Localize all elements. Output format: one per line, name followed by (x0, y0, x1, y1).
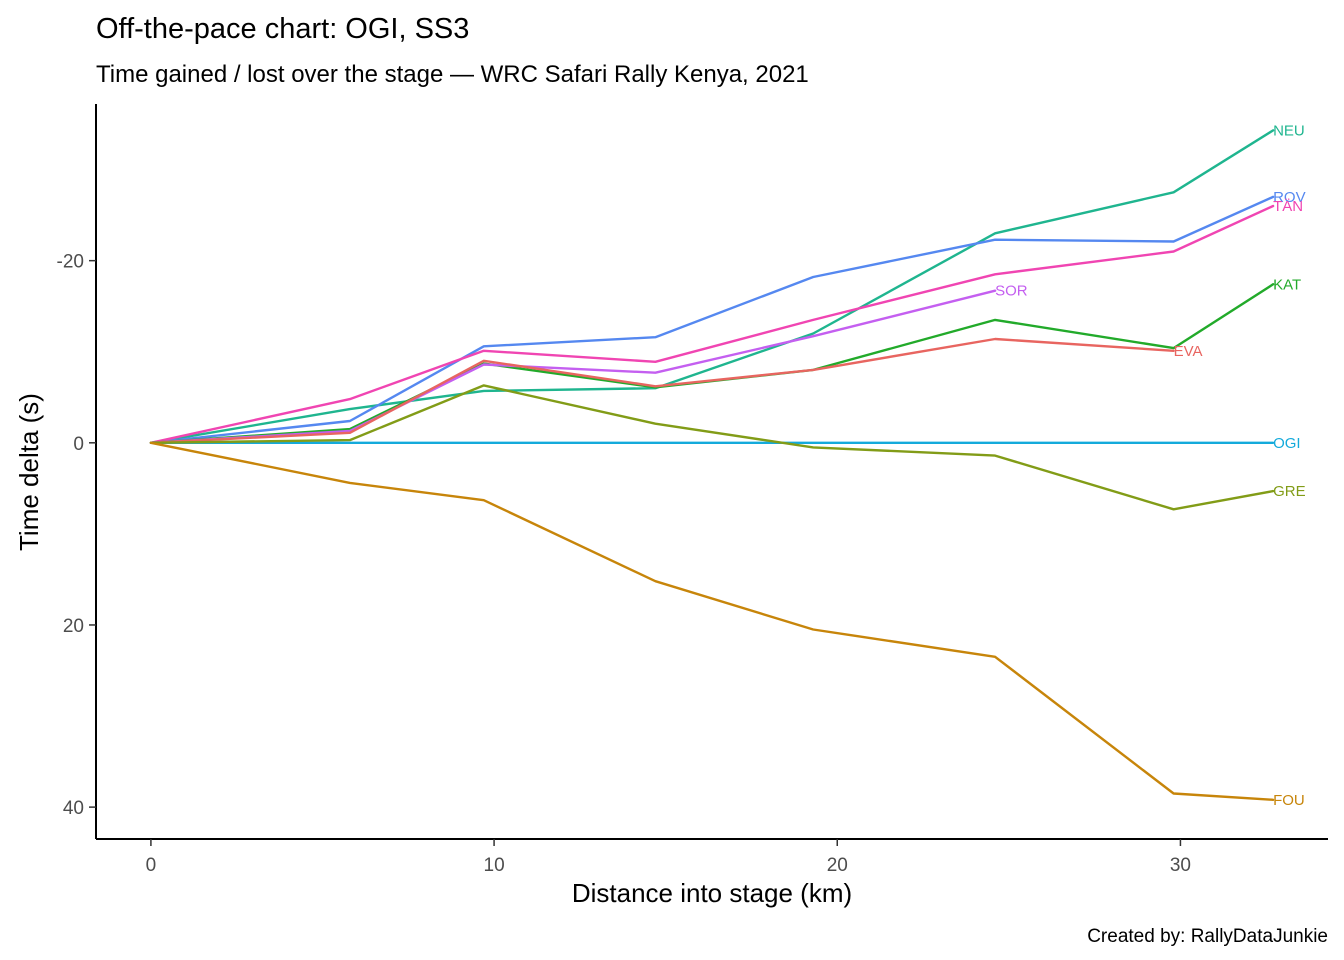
y-axis-title: Time delta (s) (14, 393, 44, 551)
y-tick-label: 40 (63, 798, 84, 819)
chart-title: Off-the-pace chart: OGI, SS3 (96, 13, 469, 45)
y-tick-label: 0 (73, 434, 84, 455)
series-end-label: FOU (1273, 792, 1305, 809)
series-end-label: GRE (1273, 483, 1306, 500)
series-line-rov (149, 195, 1275, 444)
x-tick-label: 10 (484, 855, 505, 876)
x-tick-label: 0 (146, 855, 157, 876)
series-end-label: ROV (1273, 189, 1306, 206)
x-axis-ticks: 0 10 20 30 (146, 839, 1191, 876)
series-line-neu (149, 129, 1275, 444)
series-end-label: EVA (1174, 343, 1203, 360)
chart-subtitle: Time gained / lost over the stage — WRC … (96, 61, 809, 88)
series-line-eva (149, 337, 1175, 444)
x-tick-label: 30 (1170, 855, 1191, 876)
x-tick-label: 20 (827, 855, 848, 876)
y-tick-label: -20 (57, 252, 84, 273)
series-end-label: KAT (1273, 276, 1301, 293)
series-line-tän (149, 204, 1275, 444)
series-line-fou (149, 441, 1275, 801)
series-end-label: NEU (1273, 122, 1305, 139)
chart-caption: Created by: RallyDataJunkie (1087, 926, 1328, 947)
x-axis-title: Distance into stage (km) (572, 878, 852, 908)
series-line-sor (149, 289, 997, 444)
series-line-gre (149, 384, 1275, 511)
series-end-label: OGI (1273, 435, 1301, 452)
series-end-label: TÄN (1273, 198, 1303, 215)
y-axis-ticks: -20 0 20 40 (57, 252, 96, 819)
series-line-kat (149, 283, 1275, 444)
series-layer (149, 129, 1275, 801)
y-tick-label: 20 (63, 616, 84, 637)
series-end-label: SOR (995, 283, 1028, 300)
